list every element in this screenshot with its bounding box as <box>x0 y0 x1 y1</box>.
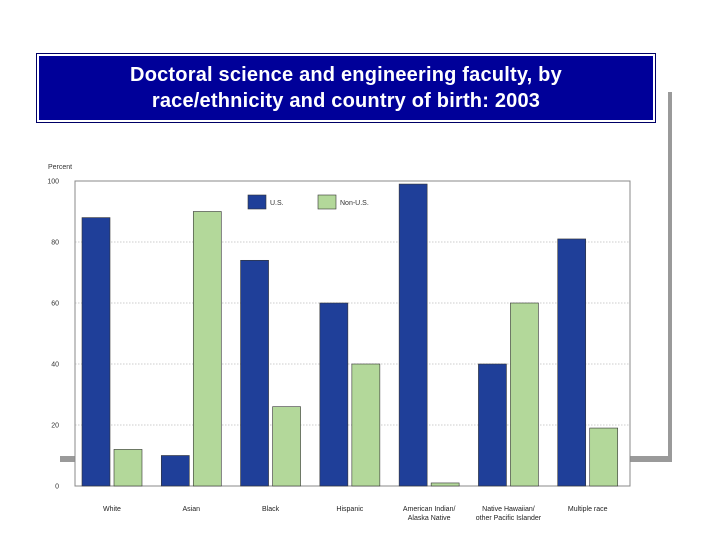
slide-title: Doctoral science and engineering faculty… <box>130 64 562 112</box>
slide-title-box: Doctoral science and engineering faculty… <box>37 54 655 122</box>
y-tick-label: 40 <box>51 362 59 369</box>
category-label: Multiple race <box>568 506 608 513</box>
legend-label: U.S. <box>270 200 284 207</box>
category-label: White <box>103 506 121 513</box>
bar-non-us <box>589 427 619 487</box>
bar-non-us <box>510 302 539 487</box>
bar-non-us <box>351 363 381 487</box>
category-label: Hispanic <box>336 506 363 513</box>
category-label: Native Hawaiian/ <box>482 506 535 513</box>
legend: U.S. Non-U.S. <box>247 194 369 210</box>
legend-swatch <box>317 194 337 210</box>
category-labels: White Asian Black Hispanic American Indian/A… <box>103 506 608 522</box>
bar-us <box>81 217 111 487</box>
legend-label: Non-U.S. <box>340 200 369 207</box>
y-tick-label: 100 <box>47 179 59 186</box>
category-label: Asian <box>183 506 201 513</box>
bar-us <box>160 455 190 487</box>
bar-us <box>478 363 507 487</box>
bar-us <box>398 183 428 487</box>
y-tick-labels: 0 20 40 60 80 100 <box>47 179 59 491</box>
y-axis-label: Percent <box>48 164 72 171</box>
bar-non-us <box>113 449 143 487</box>
bar-us <box>240 259 269 487</box>
category-label: other Pacific Islander <box>476 515 542 522</box>
bar-us <box>319 302 349 487</box>
slide-frame-right-edge <box>668 92 672 462</box>
y-tick-label: 20 <box>51 423 59 430</box>
bar-non-us <box>192 211 222 487</box>
category-label: American Indian/ <box>403 506 456 513</box>
bar-us <box>557 238 587 487</box>
bar-non-us <box>430 482 460 487</box>
legend-swatch <box>247 194 267 210</box>
y-tick-label: 80 <box>51 240 59 247</box>
category-label: Alaska Native <box>408 515 451 522</box>
category-label: Black <box>262 506 280 513</box>
bars <box>81 183 619 487</box>
bar-non-us <box>272 406 301 487</box>
y-tick-label: 60 <box>51 301 59 308</box>
y-tick-label: 0 <box>55 484 59 491</box>
